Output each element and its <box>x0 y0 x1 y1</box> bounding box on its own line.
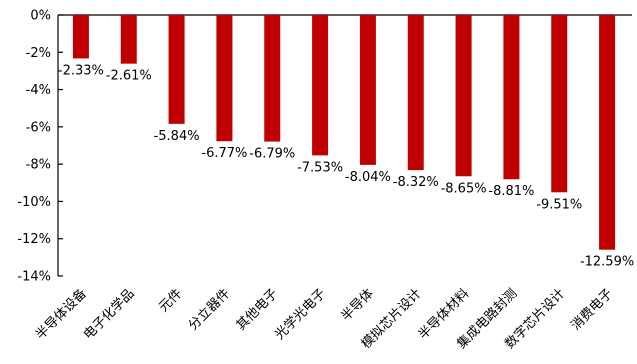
bar <box>359 15 376 165</box>
data-label: -7.53% <box>297 160 343 175</box>
category-label: 电子化学品 <box>80 286 137 343</box>
category-label: 分立器件 <box>186 286 233 333</box>
y-tick-label: 0% <box>30 9 51 24</box>
data-label: -5.84% <box>154 129 200 144</box>
y-tick-label: -2% <box>26 46 51 61</box>
data-labels: -2.33% -2.61% -5.84%-6.77% -6.79%-7.53%-8.0… <box>58 63 634 269</box>
data-label: -8.32% <box>393 175 439 190</box>
y-tick-label: -8% <box>26 158 51 173</box>
bar <box>503 15 520 180</box>
category-label: 半导体设备 <box>32 286 89 343</box>
bar <box>312 15 329 156</box>
data-label: -9.51% <box>536 197 582 212</box>
bar <box>599 15 616 250</box>
data-label: -12.59% <box>580 255 634 270</box>
bar <box>407 15 424 171</box>
y-tick-label: -14% <box>17 270 51 285</box>
bar <box>216 15 233 142</box>
bars <box>72 15 616 250</box>
bar <box>264 15 281 142</box>
category-label: 其他电子 <box>234 286 281 333</box>
data-label: -8.04% <box>345 170 391 185</box>
bar <box>120 15 137 64</box>
bar <box>168 15 185 124</box>
data-label: -6.79% <box>249 147 295 162</box>
bar <box>551 15 568 193</box>
category-label: 光学光电子 <box>272 286 329 343</box>
y-tick-label: -4% <box>26 83 51 98</box>
data-label: -8.81% <box>488 184 534 199</box>
y-axis: 0% -2% -4% -6% -8% -10% -12% -14% <box>17 9 632 285</box>
category-label: 消费电子 <box>569 286 616 333</box>
y-tick-label: -12% <box>17 232 51 247</box>
bar <box>455 15 472 177</box>
data-label: -2.61% <box>106 69 152 84</box>
bar <box>72 15 89 59</box>
y-tick-label: -10% <box>17 195 51 210</box>
data-label: -8.65% <box>441 181 487 196</box>
category-label: 元件 <box>156 286 185 315</box>
category-label: 半导体 <box>339 286 377 324</box>
data-label: -6.77% <box>201 146 247 161</box>
data-label: -2.33% <box>58 63 104 78</box>
y-tick-label: -6% <box>26 120 51 135</box>
